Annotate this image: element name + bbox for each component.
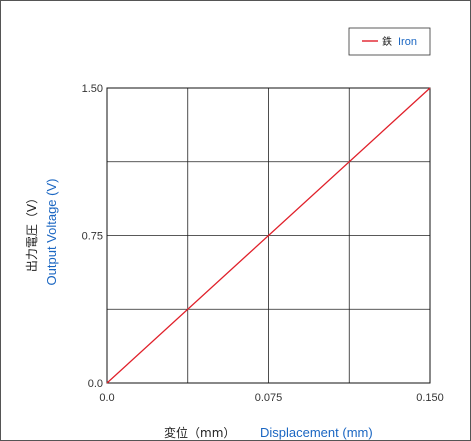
plot-area	[106, 87, 431, 384]
tick-labels: 0.0 0.075 0.150 0.0 0.75 1.50	[82, 83, 444, 404]
legend: 鉄 Iron	[348, 27, 431, 56]
y-tick-label: 1.50	[82, 83, 103, 95]
x-axis-label-en: Displacement (mm)	[260, 425, 373, 440]
legend-label-ja: 鉄	[382, 35, 392, 48]
y-axis-label-en: Output Voltage (V)	[44, 179, 59, 286]
series-group	[106, 87, 431, 384]
x-tick-label: 0.0	[99, 392, 114, 404]
x-axis-label-ja: 変位（mm）	[164, 425, 235, 440]
y-tick-label: 0.75	[82, 231, 103, 243]
legend-label-en: Iron	[398, 36, 417, 48]
x-tick-label: 0.075	[255, 392, 283, 404]
y-axis-label-ja: 出力電圧（V）	[25, 192, 39, 272]
series-line-iron	[106, 87, 431, 384]
x-tick-label: 0.150	[416, 392, 444, 404]
y-tick-label: 0.0	[88, 378, 103, 390]
